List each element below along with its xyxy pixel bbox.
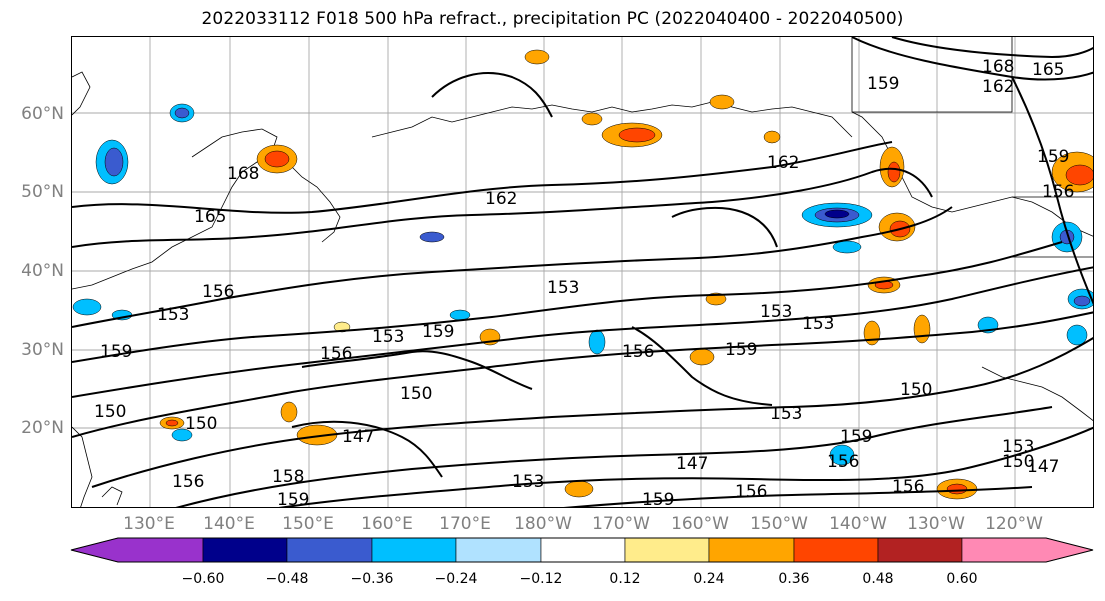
- contour-label: 153: [802, 314, 834, 334]
- colorbar-tick: −0.60: [181, 571, 225, 587]
- colorbar-swatch: [624, 537, 710, 563]
- map-panel: 168 165 162 159 168 165 162 162 159 156 …: [71, 36, 1094, 508]
- lon-label-160w: 160°W: [671, 514, 729, 534]
- contour-label: 165: [1032, 60, 1064, 80]
- colorbar-swatch: [877, 537, 963, 563]
- refractivity-contours: [72, 37, 1093, 507]
- contour-label: 168: [227, 164, 259, 184]
- contour-label: 162: [982, 77, 1014, 97]
- contour-label: 156: [735, 482, 767, 502]
- contour-label: 153: [547, 278, 579, 298]
- contour-label: 150: [1002, 452, 1034, 472]
- colorbar-tick: 0.36: [778, 571, 810, 587]
- contour-label: 159: [277, 490, 309, 508]
- contour-label: 156: [320, 344, 352, 364]
- contour-label: 153: [512, 472, 544, 492]
- precip-patches: [72, 49, 1093, 500]
- contour-label: 150: [185, 414, 217, 434]
- colorbar-swatch: [455, 537, 542, 563]
- colorbar-swatch: [202, 537, 288, 563]
- colorbar-segments: [70, 537, 1094, 563]
- contour-label: 159: [1037, 147, 1069, 167]
- contour-label: 159: [840, 427, 872, 447]
- lon-label-180w: 180°W: [514, 514, 572, 534]
- contour-label: 156: [172, 472, 204, 492]
- contour-label: 150: [94, 402, 126, 422]
- lon-label-140w: 140°W: [829, 514, 887, 534]
- contour-label: 165: [194, 207, 226, 227]
- colorbar-tick: 0.60: [946, 571, 978, 587]
- lat-label-40n: 40°N: [21, 261, 64, 281]
- contour-label: 150: [400, 384, 432, 404]
- colorbar-swatch: [708, 537, 795, 563]
- contour-label: 150: [900, 380, 932, 400]
- colorbar-tick: −0.12: [519, 571, 563, 587]
- lon-label-160e: 160°E: [361, 514, 413, 534]
- contour-label: 156: [892, 477, 924, 497]
- colorbar-swatch: [286, 537, 373, 563]
- lon-label-170e: 170°E: [439, 514, 491, 534]
- contour-label: 159: [867, 74, 899, 94]
- lat-label-50n: 50°N: [21, 182, 64, 202]
- contour-label: 162: [485, 189, 517, 209]
- colorbar-tick: −0.48: [265, 571, 309, 587]
- lat-label-60n: 60°N: [21, 104, 64, 124]
- contour-label: 153: [372, 327, 404, 347]
- contour-labels: 168 165 162 159 168 165 162 162 159 156 …: [94, 57, 1074, 508]
- colorbar-tick: 0.48: [862, 571, 894, 587]
- contour-label: 153: [157, 305, 189, 325]
- contour-label: 153: [760, 302, 792, 322]
- map-canvas: 168 165 162 159 168 165 162 162 159 156 …: [72, 37, 1093, 508]
- map-title: 2022033112 F018 500 hPa refract., precip…: [201, 9, 904, 29]
- lon-label-170w: 170°W: [592, 514, 650, 534]
- lon-label-150e: 150°E: [282, 514, 334, 534]
- contour-label: 159: [642, 490, 674, 508]
- contour-label: 147: [676, 454, 708, 474]
- lon-label-130w: 130°W: [907, 514, 965, 534]
- contour-label: 159: [725, 340, 757, 360]
- lon-label-120w: 120°W: [985, 514, 1043, 534]
- contour-label: 159: [422, 322, 454, 342]
- lon-label-130e: 130°E: [123, 514, 175, 534]
- lon-label-140e: 140°E: [203, 514, 255, 534]
- contour-label: 159: [100, 342, 132, 362]
- contour-label: 153: [770, 404, 802, 424]
- lat-label-30n: 30°N: [21, 340, 64, 360]
- contour-label: 158: [272, 467, 304, 487]
- coastlines: [72, 37, 1093, 507]
- colorbar-tick: 0.12: [609, 571, 641, 587]
- contour-label: 162: [767, 153, 799, 173]
- colorbar-tick: 0.24: [693, 571, 725, 587]
- contour-label: 156: [622, 342, 654, 362]
- contour-label: 147: [1027, 457, 1059, 477]
- colorbar-tick: −0.36: [350, 571, 394, 587]
- contour-label: 156: [1042, 182, 1074, 202]
- colorbar: [70, 537, 1094, 563]
- contour-label: 168: [982, 57, 1014, 77]
- colorbar-swatch: [793, 537, 879, 563]
- contour-label: 147: [342, 427, 374, 447]
- colorbar-tick: −0.24: [434, 571, 478, 587]
- colorbar-swatch: [70, 537, 204, 563]
- contour-label: 156: [202, 282, 234, 302]
- colorbar-swatch: [540, 537, 626, 563]
- contour-label: 156: [827, 452, 859, 472]
- lat-label-20n: 20°N: [21, 418, 64, 438]
- contour-label: 153: [1002, 437, 1034, 457]
- colorbar-swatch: [371, 537, 457, 563]
- colorbar-swatch: [961, 537, 1094, 563]
- colorbar-outline: [70, 537, 1094, 563]
- lon-label-150w: 150°W: [750, 514, 808, 534]
